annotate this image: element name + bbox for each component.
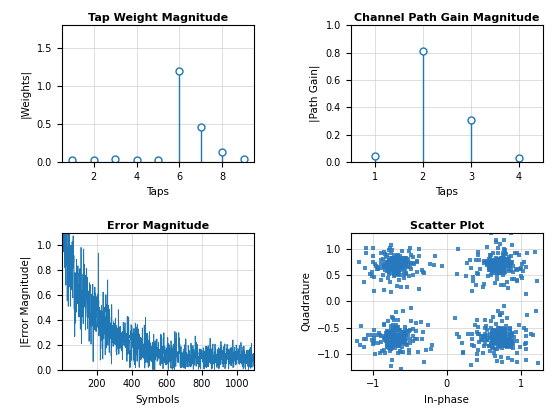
X-axis label: Taps: Taps [146, 187, 170, 197]
Y-axis label: Quadrature: Quadrature [302, 271, 312, 331]
X-axis label: In-phase: In-phase [424, 395, 469, 405]
X-axis label: Symbols: Symbols [136, 395, 180, 405]
Y-axis label: |Error Magnitude|: |Error Magnitude| [21, 256, 31, 347]
Title: Scatter Plot: Scatter Plot [410, 221, 484, 231]
Y-axis label: |Path Gain|: |Path Gain| [310, 65, 320, 122]
Title: Channel Path Gain Magnitude: Channel Path Gain Magnitude [354, 13, 540, 23]
X-axis label: Taps: Taps [435, 187, 459, 197]
Y-axis label: |Weights|: |Weights| [21, 69, 31, 118]
Title: Error Magnitude: Error Magnitude [107, 221, 209, 231]
Title: Tap Weight Magnitude: Tap Weight Magnitude [88, 13, 228, 23]
